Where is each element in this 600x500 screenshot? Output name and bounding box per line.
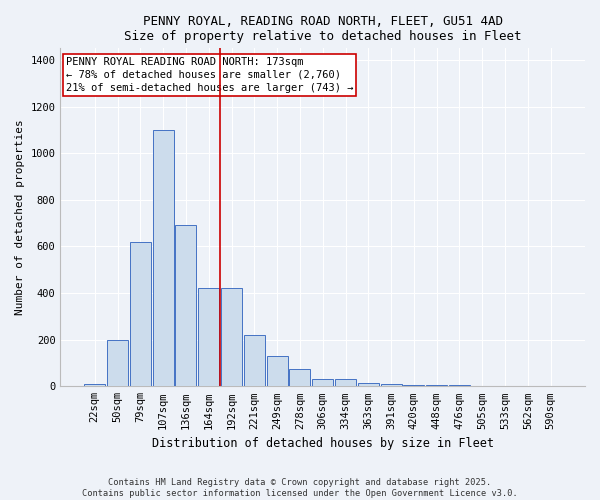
Bar (107, 340, 128, 386)
Bar (266, 356, 287, 386)
Bar (380, 384, 401, 386)
Bar (198, 288, 219, 386)
Bar (403, 385, 424, 386)
Bar (289, 369, 310, 386)
Bar (221, 288, 242, 386)
Text: PENNY ROYAL READING ROAD NORTH: 173sqm
← 78% of detached houses are smaller (2,7: PENNY ROYAL READING ROAD NORTH: 173sqm ←… (65, 57, 353, 93)
X-axis label: Distribution of detached houses by size in Fleet: Distribution of detached houses by size … (152, 437, 494, 450)
Bar (312, 380, 333, 386)
Bar (358, 383, 379, 386)
Bar (175, 226, 196, 386)
Bar (84, 384, 105, 386)
Bar (130, 242, 151, 386)
Bar (335, 380, 356, 386)
Bar (426, 385, 447, 386)
Title: PENNY ROYAL, READING ROAD NORTH, FLEET, GU51 4AD
Size of property relative to de: PENNY ROYAL, READING ROAD NORTH, FLEET, … (124, 15, 521, 43)
Y-axis label: Number of detached properties: Number of detached properties (15, 120, 25, 315)
Bar (244, 335, 265, 386)
Bar (449, 385, 470, 386)
Text: Contains HM Land Registry data © Crown copyright and database right 2025.
Contai: Contains HM Land Registry data © Crown c… (82, 478, 518, 498)
Bar (152, 130, 173, 386)
